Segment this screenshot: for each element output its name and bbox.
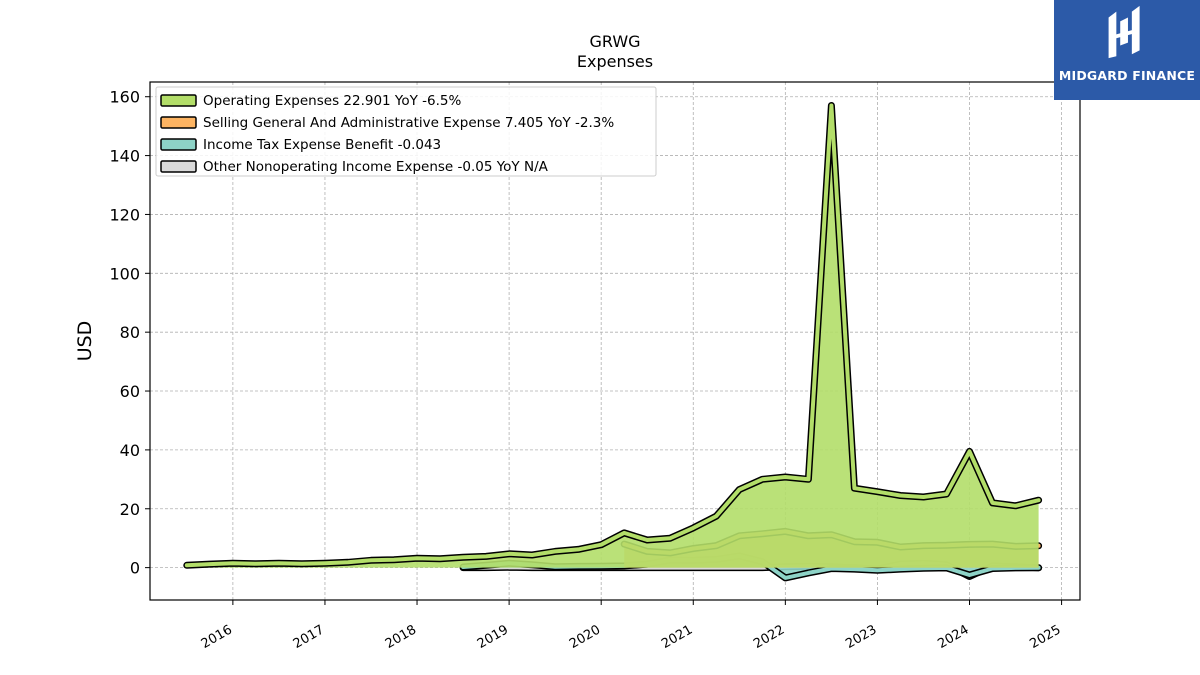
x-axis: 2016 2017 2018 2019 2020 2021 2022 2023 2024 2025 [199, 600, 1064, 652]
x-tick-label: 2017 [291, 622, 327, 652]
y-axis: 0 20 40 60 80 100 120 140 160 [109, 88, 150, 578]
x-tick-label: 2019 [475, 622, 511, 652]
y-tick-label: 60 [120, 382, 140, 401]
y-tick-label: 160 [109, 88, 140, 107]
y-tick-label: 20 [120, 500, 140, 519]
midgard-logo-icon [1108, 5, 1140, 59]
y-tick-label: 0 [130, 559, 140, 578]
brand-name: MIDGARD FINANCE [1058, 68, 1196, 83]
chart-title-line: GRWG [589, 32, 640, 51]
y-tick-label: 80 [120, 323, 140, 342]
legend: Operating Expenses 22.901 YoY -6.5% Selli… [155, 86, 657, 177]
legend-label: Operating Expenses 22.901 YoY -6.5% [203, 93, 462, 109]
legend-label: Selling General And Administrative Expen… [203, 115, 614, 131]
x-tick-label: 2025 [1027, 622, 1063, 652]
plot-frame [149, 81, 1081, 601]
series-layer [183, 102, 1043, 582]
legend-swatch [160, 160, 197, 173]
legend-label: Other Nonoperating Income Expense -0.05 … [203, 159, 549, 175]
legend-swatch [160, 138, 197, 151]
y-tick-label: 100 [109, 264, 140, 283]
chart-subtitle-line: Expenses [577, 52, 653, 71]
series-line-0 [184, 103, 1041, 568]
x-tick-label: 2018 [383, 622, 419, 652]
x-tick-label: 2023 [843, 622, 879, 652]
brand-logo: MIDGARD FINANCE [1054, 0, 1200, 100]
y-tick-label: 120 [109, 205, 140, 224]
x-tick-label: 2016 [199, 622, 235, 652]
x-tick-label: 2021 [659, 622, 695, 652]
legend-label: Income Tax Expense Benefit -0.043 [203, 137, 441, 153]
legend-box [155, 86, 657, 177]
legend-swatch [160, 94, 197, 107]
y-axis-label: USD [74, 321, 96, 362]
y-tick-label: 40 [120, 441, 140, 460]
x-tick-label: 2022 [751, 622, 787, 652]
chart-title: GRWG Expenses [577, 32, 653, 71]
x-tick-label: 2020 [567, 622, 603, 652]
legend-swatch [160, 116, 197, 129]
y-tick-label: 140 [109, 147, 140, 166]
x-tick-label: 2024 [935, 622, 971, 652]
